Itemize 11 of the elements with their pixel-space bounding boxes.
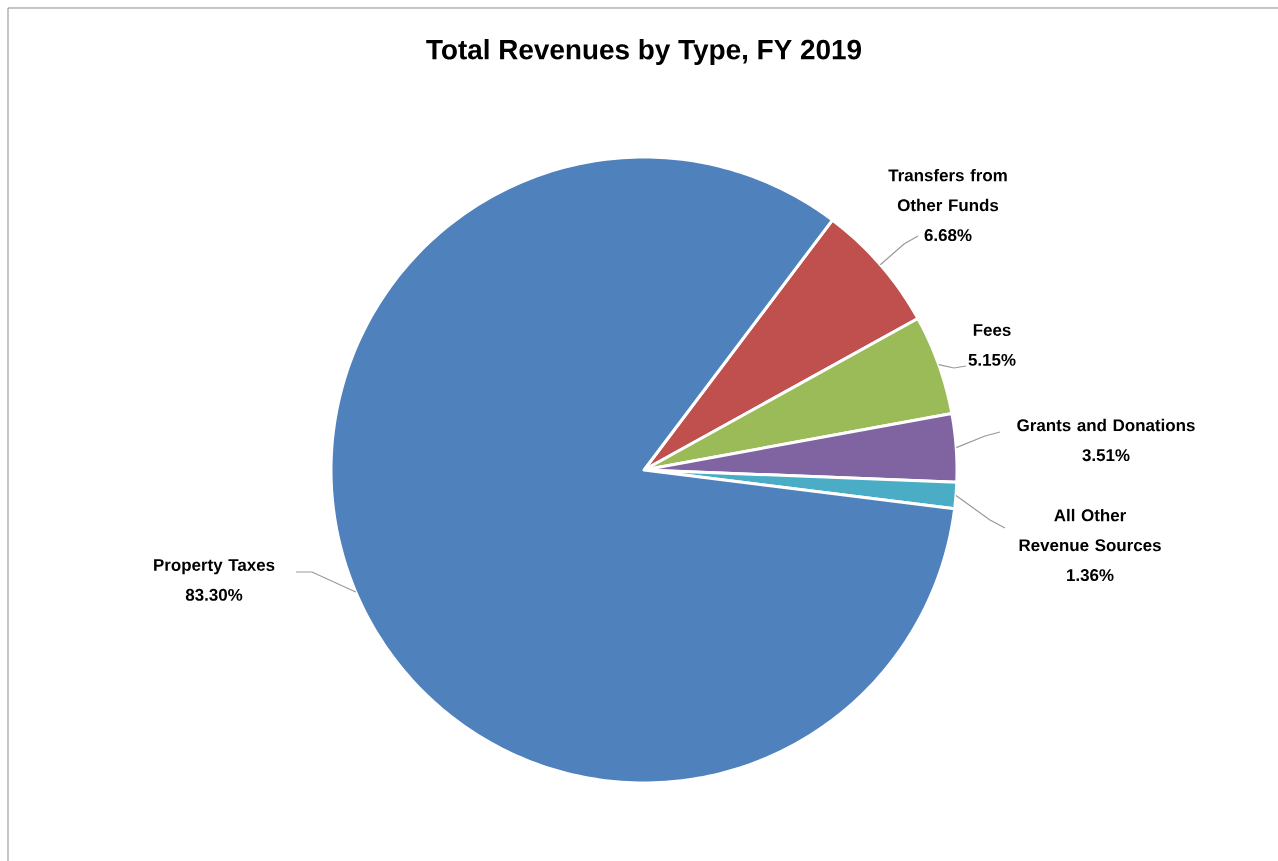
- data-label: 83.30%: [185, 588, 243, 601]
- data-label: 6.68%: [924, 229, 972, 242]
- slice-label: Property Taxes: [154, 559, 275, 575]
- slice-label: Transfers from Other Funds: [888, 168, 1007, 212]
- slice-label: Fees: [973, 324, 1011, 336]
- data-label: 3.51%: [1082, 449, 1130, 462]
- data-label: 1.36%: [1067, 569, 1114, 582]
- data-label: 5.15%: [968, 353, 1016, 366]
- chart-title: Total Revenues by Type, FY 2019: [426, 39, 861, 65]
- slice-label: Grants and Donations: [1017, 418, 1195, 432]
- slice-label: All Other Revenue Sources: [1019, 508, 1161, 552]
